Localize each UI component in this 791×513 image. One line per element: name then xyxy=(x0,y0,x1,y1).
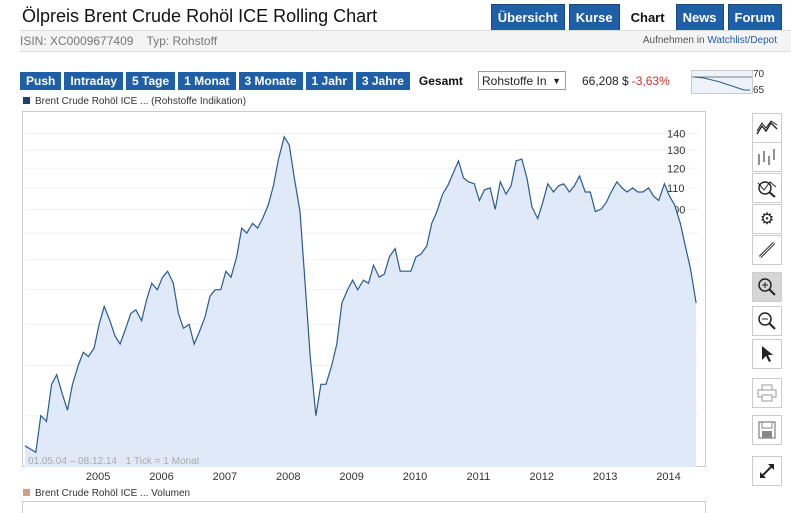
exchange-select[interactable]: Rohstoffe In ▼ xyxy=(478,71,566,90)
zoom-in-icon xyxy=(758,278,776,296)
tab-chart[interactable]: Chart xyxy=(623,4,672,31)
ohlc-chart-icon xyxy=(758,149,775,165)
meta-bar: ISIN: XC0009677409 Typ: Rohstoff Aufnehm… xyxy=(20,30,791,52)
x-tick-label: 2011 xyxy=(467,471,491,483)
zoom-out-button[interactable] xyxy=(752,306,782,336)
save-button[interactable] xyxy=(752,415,782,445)
volume-chart xyxy=(22,501,706,513)
page-title: Ölpreis Brent Crude Rohöl ICE Rolling Ch… xyxy=(22,6,378,26)
cursor-icon xyxy=(762,346,773,362)
quote: 66,208 $ -3,63% xyxy=(582,74,670,88)
chart-tick-text: 1 Tick = 1 Monat xyxy=(125,456,200,467)
x-tick-label: 2007 xyxy=(213,471,237,483)
fullscreen-button[interactable] xyxy=(752,456,782,486)
indicator-button[interactable] xyxy=(752,173,782,203)
x-tick-label: 2012 xyxy=(529,471,553,483)
chart-range-info: 01.05.04 – 08.12.14 1 Tick = 1 Monat xyxy=(28,456,199,467)
chevron-down-icon: ▼ xyxy=(552,76,561,86)
x-tick-label: 2013 xyxy=(593,471,617,483)
price-change: -3,63% xyxy=(631,74,670,88)
mini-chart-max: 70 xyxy=(753,69,765,80)
zoom-in-button[interactable] xyxy=(752,272,782,302)
price-area xyxy=(25,136,697,468)
price-legend-swatch xyxy=(23,97,30,104)
mini-chart-line xyxy=(692,76,752,91)
x-tick-label: 2014 xyxy=(656,471,680,483)
line-chart-icon xyxy=(756,120,778,135)
save-icon xyxy=(758,421,776,439)
print-button[interactable] xyxy=(752,378,782,408)
price-legend: Brent Crude Rohöl ICE ... (Rohstoffe Ind… xyxy=(23,96,246,107)
y-tick-label: 120 xyxy=(667,163,685,175)
volume-legend: Brent Crude Rohöl ICE ... Volumen xyxy=(23,488,190,499)
volume-legend-swatch xyxy=(23,489,30,496)
settings-icon: ⚙ xyxy=(759,211,775,228)
exchange-value: Rohstoffe In xyxy=(482,74,547,88)
watchlist-link[interactable]: Watchlist/Depot xyxy=(707,35,777,46)
draw-tool-icon xyxy=(758,241,776,259)
x-tick-label: 2005 xyxy=(86,471,110,483)
x-tick-label: 2010 xyxy=(403,471,427,483)
mini-chart[interactable] xyxy=(691,70,753,94)
price-chart[interactable]: 405060708090100110120130140 xyxy=(22,111,706,468)
range-push[interactable]: Push xyxy=(20,72,62,90)
cursor-button[interactable] xyxy=(752,339,782,369)
y-tick-label: 130 xyxy=(667,145,685,157)
time-range-bar: Push Intraday 5 Tage 1 Monat 3 Monate 1 … xyxy=(20,72,469,90)
fullscreen-icon xyxy=(760,464,774,478)
x-tick-label: 2009 xyxy=(339,471,363,483)
price-chart-svg: 405060708090100110120130140 xyxy=(24,129,698,468)
range-1-monat[interactable]: 1 Monat xyxy=(178,72,236,90)
ohlc-chart-button[interactable] xyxy=(752,142,782,172)
price-line xyxy=(24,135,697,454)
main-nav: Übersicht Kurse Chart News Forum xyxy=(490,4,782,31)
tab-forum[interactable]: Forum xyxy=(727,4,782,31)
y-tick-label: 110 xyxy=(667,183,685,195)
volume-legend-label: Brent Crude Rohöl ICE ... Volumen xyxy=(35,488,191,499)
tab-uebersicht[interactable]: Übersicht xyxy=(490,4,565,31)
security-meta: ISIN: XC0009677409 Typ: Rohstoff xyxy=(20,34,227,48)
price-legend-label: Brent Crude Rohöl ICE ... (Rohstoffe Ind… xyxy=(35,96,247,107)
range-intraday[interactable]: Intraday xyxy=(64,72,124,90)
range-5-tage[interactable]: 5 Tage xyxy=(126,72,176,90)
indicator-icon xyxy=(757,181,777,198)
watchlist-prefix: Aufnehmen in xyxy=(642,35,708,46)
watchlist-action: Aufnehmen in Watchlist/Depot xyxy=(643,35,777,46)
tab-news[interactable]: News xyxy=(675,4,724,31)
range-gesamt[interactable]: Gesamt xyxy=(412,72,469,90)
tab-kurse[interactable]: Kurse xyxy=(568,4,620,31)
mini-chart-min: 65 xyxy=(753,85,765,96)
y-tick-label: 140 xyxy=(667,129,685,141)
line-chart-button[interactable] xyxy=(752,113,782,143)
price-value: 66,208 $ xyxy=(582,74,629,88)
x-tick-label: 2008 xyxy=(276,471,300,483)
zoom-out-icon xyxy=(758,312,776,330)
x-axis: 2005 2006 2007 2008 2009 2010 2011 2012 2013 2014 xyxy=(86,471,681,483)
x-tick-label: 2006 xyxy=(149,471,173,483)
range-3-jahre[interactable]: 3 Jahre xyxy=(355,72,410,90)
print-icon xyxy=(757,384,777,402)
range-3-monate[interactable]: 3 Monate xyxy=(238,72,303,90)
chart-range-text: 01.05.04 – 08.12.14 xyxy=(28,456,117,467)
isin-label: ISIN: XC0009677409 xyxy=(20,34,134,48)
draw-tool-button[interactable] xyxy=(752,235,782,265)
range-1-jahr[interactable]: 1 Jahr xyxy=(305,72,353,90)
type-label: Typ: Rohstoff xyxy=(146,34,218,48)
settings-button[interactable]: ⚙ xyxy=(752,204,782,234)
